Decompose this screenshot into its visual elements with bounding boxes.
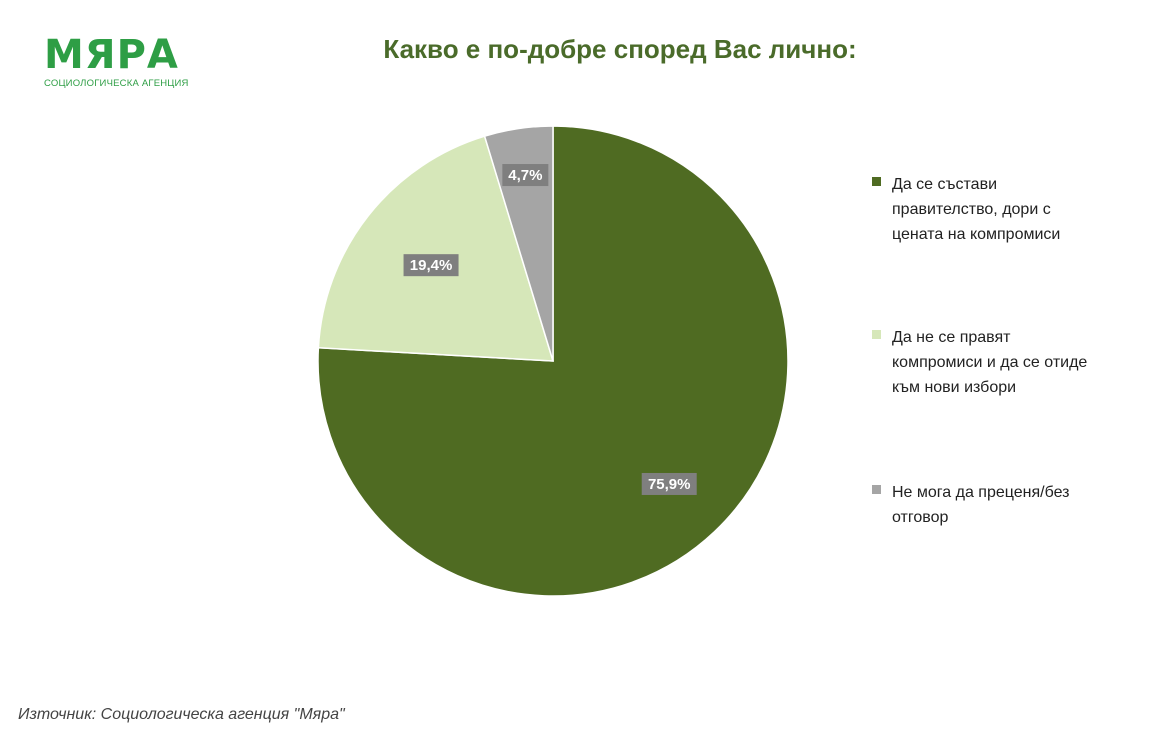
legend-label: Да се състави правителство, дори с ценат…: [892, 176, 1061, 243]
data-label-text: 19,4%: [410, 257, 453, 274]
data-label-text: 4,7%: [508, 167, 542, 184]
logo-name: МЯРА: [44, 32, 179, 78]
data-label-no-answer: 4,7%: [502, 164, 549, 187]
legend-swatch: [872, 330, 881, 339]
data-label-text: 75,9%: [648, 476, 691, 493]
legend-label: Да не се правят компромиси и да се отиде…: [892, 329, 1088, 396]
pie-slice-new-elections: [317, 135, 555, 362]
data-label-box: [403, 254, 459, 277]
source-note: Източник: Социологическа агенция "Мяра": [18, 706, 345, 723]
data-label-box: [641, 472, 697, 495]
legend-label: Не мога да преценя/без отговор: [892, 484, 1070, 526]
legend-swatch: [872, 485, 881, 494]
logo-subtitle: СОЦИОЛОГИЧЕСКА АГЕНЦИЯ: [44, 78, 189, 89]
data-label-new-elections: 19,4%: [403, 254, 459, 277]
chart-title: Какво е по-добре според Вас лично:: [383, 34, 857, 64]
data-label-compromise: 75,9%: [641, 472, 697, 495]
brand-logo: МЯРА СОЦИОЛОГИЧЕСКА АГЕНЦИЯ: [44, 34, 189, 89]
data-label-box: [502, 164, 549, 187]
legend-swatch: [872, 177, 881, 186]
